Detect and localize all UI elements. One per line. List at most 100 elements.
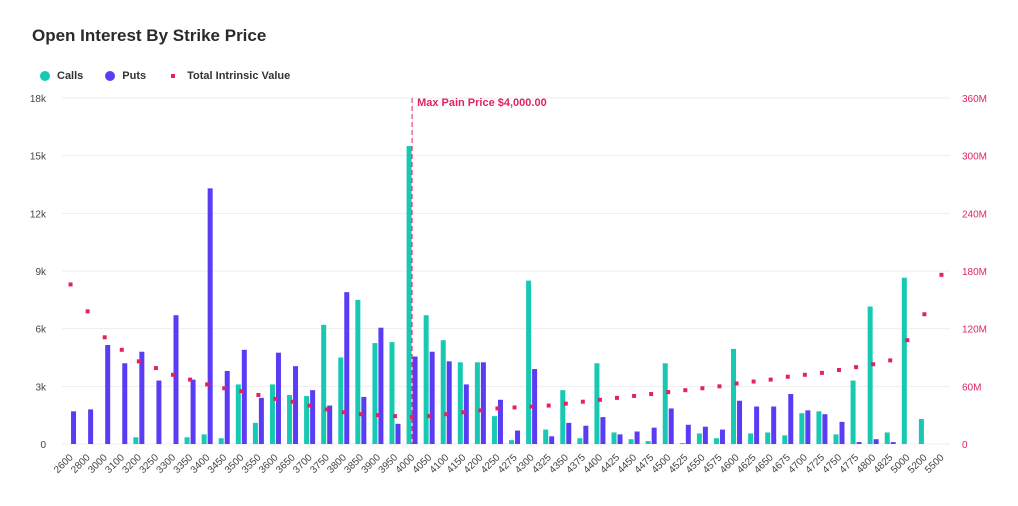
intrinsic-point [427, 414, 432, 419]
bar-puts [497, 399, 503, 444]
bar-puts [156, 380, 162, 444]
bar-puts [702, 426, 708, 444]
intrinsic-point [222, 386, 227, 391]
intrinsic-point [512, 405, 517, 410]
bar-puts [190, 379, 196, 444]
y-tick-label-right: 120M [962, 325, 987, 336]
legend-item-intrinsic[interactable]: Total Intrinsic Value [168, 70, 290, 82]
bar-calls [304, 395, 310, 444]
intrinsic-point [580, 399, 585, 404]
intrinsic-point [358, 412, 363, 417]
intrinsic-point [461, 410, 466, 415]
y-tick-label-left: 18k [30, 94, 47, 105]
bar-puts [429, 351, 435, 444]
bar-puts [719, 429, 725, 444]
intrinsic-point [393, 414, 397, 419]
bar-calls [662, 363, 668, 444]
intrinsic-point [546, 403, 551, 408]
bar-calls [423, 315, 429, 444]
bar-calls [440, 340, 446, 444]
intrinsic-point [239, 389, 244, 394]
max-pain-annotation: Max Pain Price $4,000.00 [417, 97, 547, 109]
bar-puts [71, 411, 77, 444]
bar-calls [901, 277, 907, 444]
bar-calls [184, 437, 190, 444]
intrinsic-point [102, 335, 107, 340]
intrinsic-point [495, 406, 500, 411]
bar-puts [822, 414, 828, 444]
intrinsic-point [785, 374, 790, 379]
bar-puts [224, 370, 230, 444]
bar-puts [293, 366, 299, 444]
bar-calls [509, 440, 515, 444]
intrinsic-point [905, 338, 910, 343]
bar-calls [645, 441, 651, 444]
intrinsic-point [854, 365, 859, 370]
legend-item-calls[interactable]: Calls [40, 70, 83, 82]
bar-puts [207, 188, 213, 444]
legend-label-puts: Puts [122, 70, 147, 82]
bar-puts [856, 442, 862, 444]
bar-puts [771, 406, 777, 444]
x-tick-label: 5500 [923, 452, 947, 476]
intrinsic-point [68, 282, 73, 287]
bar-calls [287, 394, 293, 444]
bar-calls [799, 413, 805, 444]
bar-calls [577, 438, 583, 444]
y-tick-label-left: 15k [30, 152, 47, 163]
bar-puts [754, 406, 760, 444]
chart-title: Open Interest By Strike Price [32, 26, 267, 45]
legend-item-puts[interactable]: Puts [105, 70, 146, 82]
bar-puts [515, 430, 521, 444]
intrinsic-point [529, 404, 534, 409]
bar-calls [269, 384, 275, 444]
bar-calls [321, 324, 327, 444]
intrinsic-point [768, 377, 773, 382]
intrinsic-point [802, 372, 807, 377]
intrinsic-point [153, 366, 158, 371]
bar-calls [782, 435, 788, 444]
bar-puts [173, 315, 179, 444]
y-tick-label-left: 6k [35, 325, 47, 336]
bar-puts [617, 434, 623, 444]
bar-puts [105, 345, 111, 444]
intrinsic-point [478, 408, 483, 413]
intrinsic-point [751, 379, 756, 384]
bar-puts [378, 327, 384, 444]
bar-puts [685, 424, 691, 444]
intrinsic-swatch-icon [171, 74, 176, 78]
bar-calls [696, 433, 702, 444]
bar-puts [344, 292, 350, 444]
bar-calls [628, 439, 634, 444]
legend-label-calls: Calls [57, 70, 84, 82]
bar-puts [549, 436, 555, 444]
intrinsic-point [632, 393, 637, 398]
bar-puts [463, 384, 469, 444]
intrinsic-point [597, 397, 602, 402]
intrinsic-point [939, 272, 944, 277]
y-tick-label-left: 12k [30, 209, 47, 220]
bar-calls [594, 363, 600, 444]
intrinsic-point [410, 415, 415, 420]
bar-puts [446, 361, 452, 444]
bar-puts [395, 423, 401, 444]
bar-calls [218, 438, 224, 444]
bar-calls [406, 146, 412, 445]
bar-calls [252, 422, 258, 444]
bar-puts [668, 408, 674, 444]
bar-calls [338, 357, 344, 444]
intrinsic-point [85, 309, 90, 314]
intrinsic-point [171, 372, 175, 377]
bar-puts [805, 410, 811, 444]
chart-legend: Calls Puts Total Intrinsic Value [40, 70, 312, 82]
y-tick-label-right: 0 [962, 440, 968, 451]
intrinsic-point [615, 395, 619, 400]
bar-puts [873, 439, 879, 444]
bar-puts [566, 422, 572, 444]
intrinsic-point [666, 390, 671, 395]
intrinsic-point [307, 403, 312, 408]
bar-puts [241, 349, 247, 444]
bar-calls [543, 429, 549, 444]
bar-calls [235, 384, 241, 444]
intrinsic-point [188, 377, 193, 382]
